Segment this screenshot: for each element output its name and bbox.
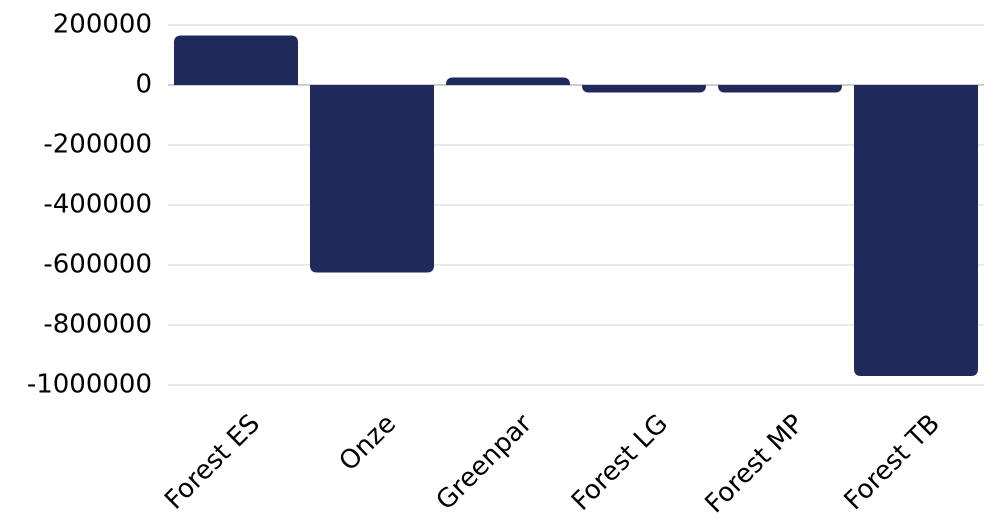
x-axis-tick-labels: Forest ES Onze Greenpar Forest LG Forest MP F… [159,409,946,520]
x-tick-label: Greenpar [431,409,539,517]
bar-greenpar [446,77,570,85]
bar-onze [310,85,434,273]
y-tick-label: -1000000 [27,370,152,400]
y-tick-label: -800000 [43,310,152,340]
gridlines [168,24,984,386]
bar-forest-lg [582,85,706,93]
y-tick-label: 0 [135,70,152,100]
y-tick-label: 200000 [53,10,152,40]
bars [174,35,978,376]
bar-forest-es [174,35,298,85]
y-tick-label: -600000 [43,250,152,280]
bar-forest-tb [854,85,978,376]
x-tick-label: Forest MP [700,409,810,519]
x-tick-label: Forest LG [566,409,674,517]
x-tick-label: Forest TB [839,409,946,516]
x-tick-label: Forest ES [159,409,266,516]
y-tick-label: -200000 [43,130,152,160]
y-tick-label: -400000 [43,190,152,220]
y-axis-tick-labels: 200000 0 -200000 -400000 -600000 -800000 -1000… [27,10,152,400]
bar-forest-mp [718,85,842,93]
x-tick-label: Onze [334,409,402,477]
